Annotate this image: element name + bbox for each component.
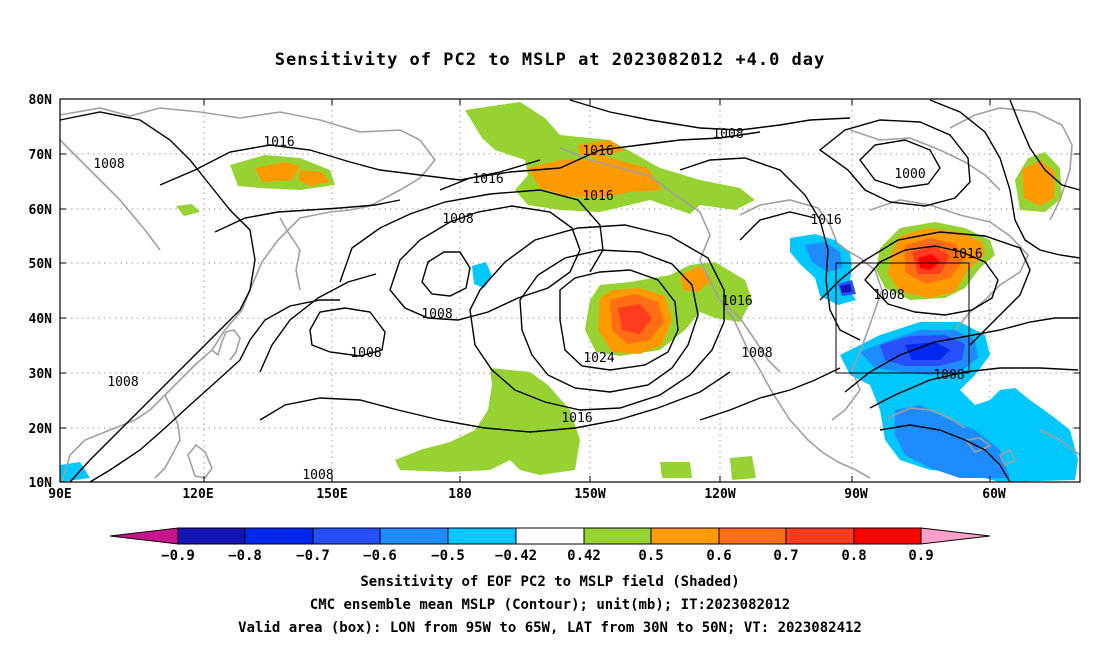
mslp-contours xyxy=(59,99,1081,483)
contour-label: 1008 xyxy=(350,346,381,361)
colorbar-label: −0.5 xyxy=(431,548,465,564)
colorbar-label: 0.7 xyxy=(773,548,798,564)
lat-label: 50N xyxy=(29,257,53,272)
chart-title: Sensitivity of PC2 to MSLP at 2023082012… xyxy=(274,50,826,70)
contour-label: 1016 xyxy=(582,144,613,159)
contour-label: 1008 xyxy=(933,368,964,383)
lon-label: 150W xyxy=(574,487,605,502)
colorbar-swatch xyxy=(244,527,314,545)
contour-label: 1008 xyxy=(421,307,452,322)
colorbar-low-arrow xyxy=(109,527,179,545)
contour-label: 1008 xyxy=(107,375,138,390)
lat-label: 70N xyxy=(29,148,53,163)
contour-label: 1008 xyxy=(712,127,743,142)
contour-label: 1008 xyxy=(442,212,473,227)
contour-label: 1016 xyxy=(472,172,503,187)
colorbar-label: −0.9 xyxy=(161,548,195,564)
lon-label: 90E xyxy=(48,487,71,502)
shaded-sensitivity xyxy=(60,102,1078,482)
contour-label: 1016 xyxy=(263,135,294,150)
lat-label: 20N xyxy=(29,422,53,437)
colorbar-swatch xyxy=(718,527,787,545)
contour-labels: 1016 1008 1016 1008 1016 1016 1008 1000 … xyxy=(93,127,982,483)
valid-area-box xyxy=(835,262,970,374)
lon-label: 120E xyxy=(182,487,213,502)
map-frame xyxy=(59,98,1081,483)
colorbar-label: −0.7 xyxy=(296,548,330,564)
colorbar-high-arrow xyxy=(920,527,991,545)
contour-label: 1016 xyxy=(810,213,841,228)
colorbar-swatch xyxy=(312,527,381,545)
lon-label: 180 xyxy=(448,487,472,502)
caption-line-3: Valid area (box): LON from 95W to 65W, L… xyxy=(238,620,862,636)
colorbar-label: −0.6 xyxy=(363,548,397,564)
contour-label: 1016 xyxy=(721,294,752,309)
lon-label: 150E xyxy=(316,487,347,502)
coastlines xyxy=(59,107,1081,483)
lat-label: 10N xyxy=(29,476,53,491)
contour-label: 1008 xyxy=(302,468,333,483)
lon-label: 90W xyxy=(844,487,868,502)
lon-label: 120W xyxy=(704,487,735,502)
lat-label: 60N xyxy=(29,203,53,218)
contour-label: 1016 xyxy=(951,247,982,262)
colorbar-swatch xyxy=(515,527,585,545)
colorbar-label: 0.5 xyxy=(638,548,663,564)
longitude-labels: 90E 120E 150E 180 150W 120W 90W 60W xyxy=(48,487,1006,502)
colorbar-swatch xyxy=(447,527,517,545)
latitude-labels: 80N 70N 60N 50N 40N 30N 20N 10N xyxy=(29,93,53,491)
lat-label: 80N xyxy=(29,93,53,108)
lat-label: 30N xyxy=(29,367,53,382)
colorbar-label: 0.6 xyxy=(706,548,731,564)
colorbar-label: −0.8 xyxy=(228,548,262,564)
contour-label: 1016 xyxy=(582,189,613,204)
contour-label: 1008 xyxy=(873,288,904,303)
lon-label: 60W xyxy=(982,487,1006,502)
colorbar-swatch xyxy=(650,527,720,545)
contour-label: 1016 xyxy=(561,411,592,426)
contour-label: 1008 xyxy=(741,346,772,361)
colorbar-swatch xyxy=(177,527,246,545)
contour-label: 1000 xyxy=(894,167,925,182)
colorbar-label: 0.8 xyxy=(841,548,866,564)
colorbar-label: 0.42 xyxy=(567,548,601,564)
colorbar-swatch xyxy=(379,527,449,545)
colorbar-swatch xyxy=(785,527,855,545)
colorbar-label: 0.9 xyxy=(908,548,933,564)
lat-label: 40N xyxy=(29,312,53,327)
caption-line-2: CMC ensemble mean MSLP (Contour); unit(m… xyxy=(309,597,791,613)
colorbar-label: −0.42 xyxy=(495,548,537,564)
colorbar-swatch xyxy=(583,527,652,545)
map-panel: 1016 1008 1016 1008 1016 1016 1008 1000 … xyxy=(29,93,1081,502)
caption-line-1: Sensitivity of EOF PC2 to MSLP field (Sh… xyxy=(360,574,740,590)
contour-label: 1008 xyxy=(93,157,124,172)
contour-label: 1024 xyxy=(583,351,614,366)
colorbar: −0.9 −0.8 −0.7 −0.6 −0.5 −0.42 0.42 0.5 … xyxy=(109,527,991,564)
axis-ticks xyxy=(60,98,1080,483)
colorbar-swatch xyxy=(853,527,922,545)
